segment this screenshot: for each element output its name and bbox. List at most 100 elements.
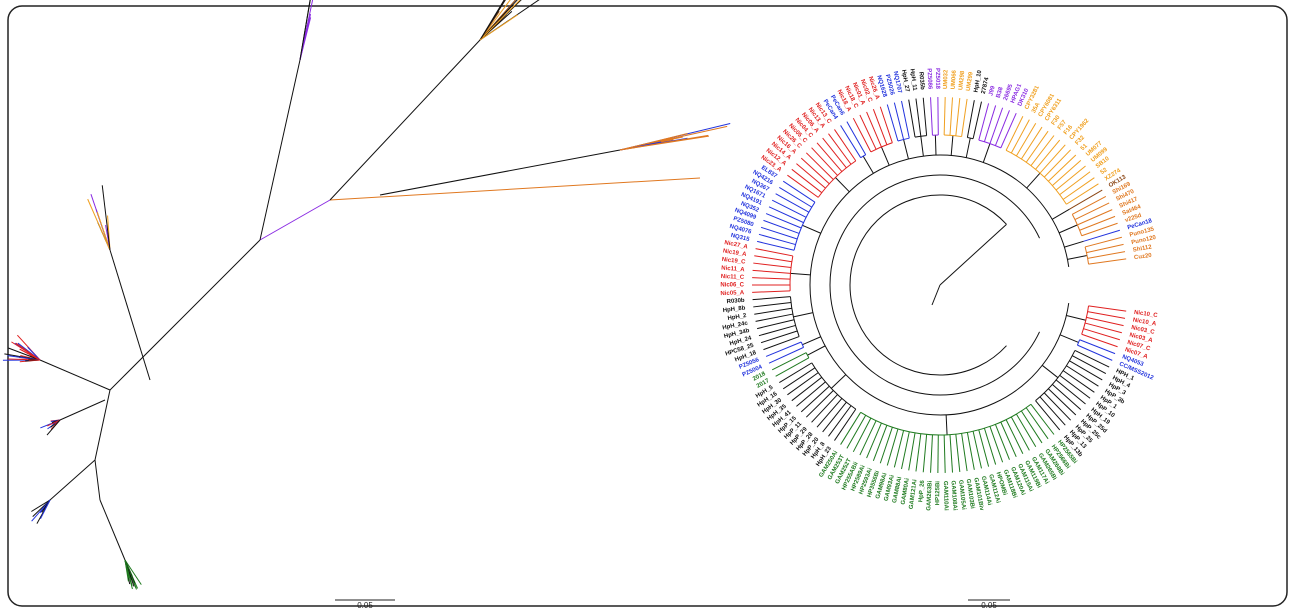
branch <box>1083 328 1120 341</box>
branch <box>943 97 946 136</box>
leaf-label: HpH_34b <box>723 328 750 340</box>
branch <box>920 136 924 157</box>
branch <box>915 433 922 472</box>
branch <box>757 240 795 251</box>
branch <box>955 434 961 473</box>
leaf-label: Nic06_C <box>720 283 744 289</box>
branch <box>31 499 51 512</box>
branch <box>763 219 800 234</box>
branch <box>908 99 916 138</box>
branch <box>96 211 111 251</box>
leaf-label: HP125Bi <box>935 481 941 506</box>
leaf-label: 2018 <box>752 371 767 383</box>
scale-label: 0.05 <box>981 601 997 610</box>
leaf-label: Nic11_A <box>721 265 745 273</box>
branch <box>787 372 819 396</box>
branch <box>329 177 701 201</box>
leaf-label: 35A <box>1031 101 1042 114</box>
branch <box>753 302 792 308</box>
branch <box>802 336 821 346</box>
branch <box>779 186 813 208</box>
branch <box>1066 365 1099 387</box>
branch-arc <box>849 194 1007 376</box>
branch <box>124 559 133 587</box>
leaf-label: Nic10_A <box>1132 317 1157 327</box>
branch <box>1043 149 1072 178</box>
branch <box>1086 243 1124 254</box>
leaf-label: F30 <box>1051 114 1062 126</box>
branch <box>1026 172 1041 189</box>
branch <box>1025 407 1049 440</box>
branch <box>1041 364 1059 379</box>
root <box>939 223 1007 286</box>
branch <box>758 233 796 246</box>
leaf-label: HpH_10 <box>973 69 983 93</box>
branch <box>479 14 518 41</box>
leaf-label: GAM110Ai <box>942 481 949 511</box>
branch <box>775 193 810 213</box>
leaf-label: PZ5086 <box>926 68 933 90</box>
branch <box>989 107 1004 144</box>
branch <box>49 459 96 501</box>
branch <box>879 427 893 464</box>
branch <box>101 185 111 251</box>
branch <box>1081 333 1118 348</box>
branch-arc <box>860 154 866 159</box>
branch <box>299 0 311 61</box>
leaf-label: HpH_11 <box>909 68 918 91</box>
branch <box>1083 229 1120 242</box>
branch <box>124 559 142 585</box>
branch <box>94 459 101 501</box>
branch <box>1000 421 1017 458</box>
branch <box>782 180 816 203</box>
branch <box>966 100 975 138</box>
branch <box>965 137 971 158</box>
branch <box>945 414 948 435</box>
branch <box>1077 209 1113 226</box>
leaf-label: PZ5018 <box>934 68 940 90</box>
branch <box>479 0 511 41</box>
branch <box>934 135 937 156</box>
branch <box>840 125 862 158</box>
branch <box>1010 416 1030 451</box>
branch <box>619 134 709 151</box>
branch <box>852 417 872 453</box>
branch <box>1005 116 1024 151</box>
branch <box>830 374 847 389</box>
branch <box>879 106 893 143</box>
branch <box>994 424 1010 460</box>
branch <box>109 239 261 391</box>
branch <box>822 401 847 433</box>
branch <box>1087 251 1126 259</box>
leaf-label: HpH_24c <box>722 320 749 331</box>
branch <box>846 415 867 449</box>
branch <box>862 155 874 174</box>
branch <box>40 499 51 520</box>
branch <box>791 168 823 194</box>
branch <box>816 142 843 172</box>
branch <box>983 105 997 142</box>
branch <box>835 177 850 193</box>
branch <box>768 206 804 224</box>
branch <box>805 390 834 418</box>
leaf-label: Shi112 <box>1132 244 1152 253</box>
branch <box>949 97 954 136</box>
branch <box>866 422 882 459</box>
branch-arc <box>914 135 927 138</box>
unrooted-tree <box>2 0 731 590</box>
branch-arc <box>789 296 800 337</box>
branch <box>1059 374 1091 399</box>
branch <box>754 307 792 315</box>
branch <box>972 101 982 139</box>
scale-label: 0.05 <box>357 601 373 610</box>
branch <box>793 312 814 318</box>
branch <box>1079 339 1116 355</box>
leaf-label: F32 <box>1074 134 1086 146</box>
branch <box>1058 224 1078 234</box>
branch <box>1084 236 1122 248</box>
branch <box>765 213 802 229</box>
branch <box>1074 350 1110 368</box>
leaf-label: J99 <box>988 85 997 97</box>
branch <box>1039 144 1066 174</box>
branch <box>791 376 823 402</box>
